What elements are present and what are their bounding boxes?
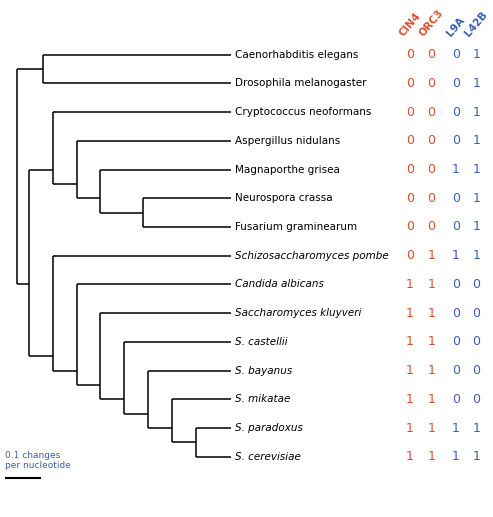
Text: Saccharomyces kluyveri: Saccharomyces kluyveri (235, 308, 361, 318)
Text: 1: 1 (452, 163, 460, 176)
Text: Schizosaccharomyces pombe: Schizosaccharomyces pombe (235, 251, 389, 261)
Text: 0: 0 (427, 163, 435, 176)
Text: 1: 1 (452, 421, 460, 435)
Text: 0: 0 (472, 393, 481, 406)
Text: 1: 1 (452, 249, 460, 262)
Text: Magnaporthe grisea: Magnaporthe grisea (235, 164, 340, 175)
Text: 1: 1 (473, 450, 481, 463)
Text: 1: 1 (427, 307, 435, 320)
Text: 1: 1 (473, 48, 481, 61)
Text: 0: 0 (452, 278, 460, 291)
Text: 0: 0 (406, 134, 414, 147)
Text: CIN4: CIN4 (397, 10, 423, 38)
Text: L9A: L9A (445, 15, 467, 38)
Text: S. paradoxus: S. paradoxus (235, 423, 303, 433)
Text: 0: 0 (452, 48, 460, 61)
Text: 1: 1 (427, 393, 435, 406)
Text: 1: 1 (427, 278, 435, 291)
Text: ORC3: ORC3 (417, 7, 445, 38)
Text: 1: 1 (406, 336, 414, 348)
Text: 0: 0 (427, 77, 435, 90)
Text: 1: 1 (473, 105, 481, 118)
Text: 1: 1 (427, 249, 435, 262)
Text: Aspergillus nidulans: Aspergillus nidulans (235, 136, 340, 146)
Text: 1: 1 (473, 134, 481, 147)
Text: 0: 0 (406, 163, 414, 176)
Text: 0: 0 (452, 307, 460, 320)
Text: 1: 1 (406, 278, 414, 291)
Text: 0: 0 (452, 77, 460, 90)
Text: 1: 1 (473, 192, 481, 205)
Text: 0: 0 (406, 220, 414, 234)
Text: 0: 0 (452, 220, 460, 234)
Text: 0: 0 (427, 192, 435, 205)
Text: 0: 0 (427, 220, 435, 234)
Text: Cryptococcus neoformans: Cryptococcus neoformans (235, 107, 372, 117)
Text: 1: 1 (452, 450, 460, 463)
Text: Neurospora crassa: Neurospora crassa (235, 193, 333, 203)
Text: 0: 0 (452, 336, 460, 348)
Text: 1: 1 (473, 421, 481, 435)
Text: 1: 1 (427, 364, 435, 377)
Text: 0: 0 (452, 192, 460, 205)
Text: 0: 0 (472, 278, 481, 291)
Text: S. cerevisiae: S. cerevisiae (235, 452, 301, 462)
Text: 1: 1 (406, 421, 414, 435)
Text: 0.1 changes
per nucleotide: 0.1 changes per nucleotide (5, 451, 71, 470)
Text: 0: 0 (427, 105, 435, 118)
Text: 1: 1 (473, 163, 481, 176)
Text: 0: 0 (472, 364, 481, 377)
Text: 0: 0 (406, 105, 414, 118)
Text: 0: 0 (406, 77, 414, 90)
Text: 1: 1 (406, 307, 414, 320)
Text: S. castellii: S. castellii (235, 337, 288, 347)
Text: 0: 0 (427, 134, 435, 147)
Text: 1: 1 (427, 421, 435, 435)
Text: 1: 1 (473, 77, 481, 90)
Text: 0: 0 (472, 307, 481, 320)
Text: Candida albicans: Candida albicans (235, 279, 324, 290)
Text: 1: 1 (473, 220, 481, 234)
Text: 1: 1 (406, 364, 414, 377)
Text: S. bayanus: S. bayanus (235, 366, 292, 376)
Text: S. mikatae: S. mikatae (235, 394, 290, 404)
Text: 1: 1 (427, 450, 435, 463)
Text: 0: 0 (406, 192, 414, 205)
Text: 0: 0 (452, 393, 460, 406)
Text: Caenorhabditis elegans: Caenorhabditis elegans (235, 50, 358, 59)
Text: 0: 0 (406, 48, 414, 61)
Text: 1: 1 (427, 336, 435, 348)
Text: Drosophila melanogaster: Drosophila melanogaster (235, 79, 367, 88)
Text: 0: 0 (406, 249, 414, 262)
Text: L42B: L42B (463, 9, 490, 38)
Text: 0: 0 (427, 48, 435, 61)
Text: 1: 1 (473, 249, 481, 262)
Text: Fusarium graminearum: Fusarium graminearum (235, 222, 357, 232)
Text: 1: 1 (406, 450, 414, 463)
Text: 1: 1 (406, 393, 414, 406)
Text: 0: 0 (452, 134, 460, 147)
Text: 0: 0 (452, 105, 460, 118)
Text: 0: 0 (452, 364, 460, 377)
Text: 0: 0 (472, 336, 481, 348)
